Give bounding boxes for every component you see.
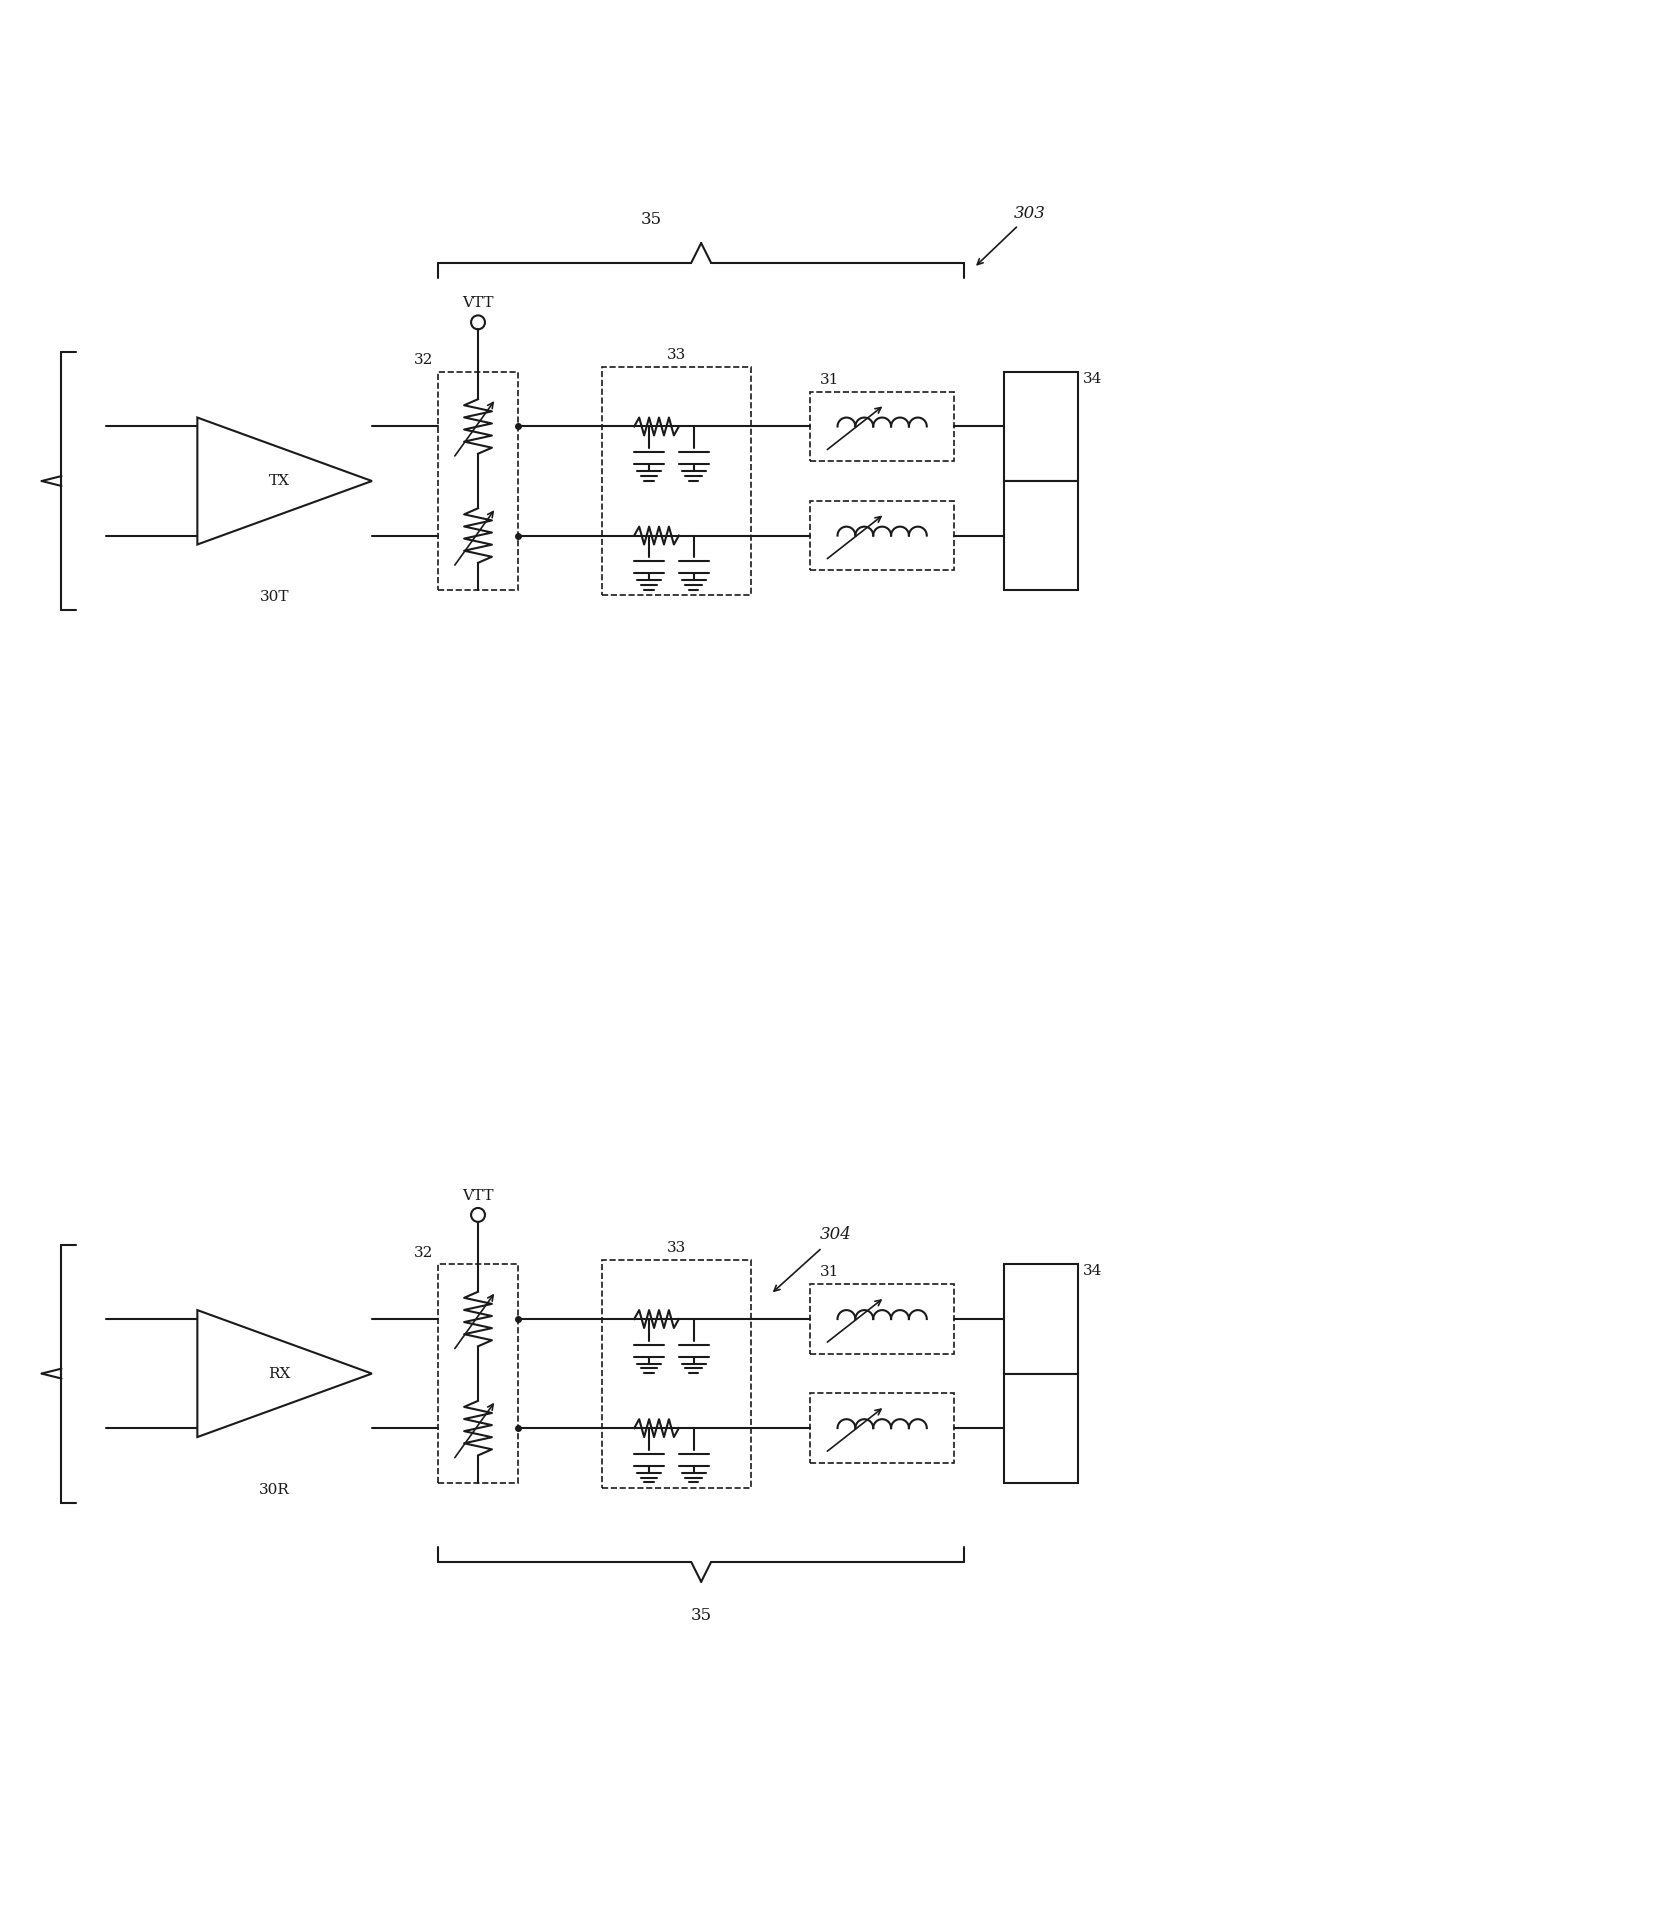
Bar — [601, 1260, 751, 1488]
Text: 35: 35 — [690, 1607, 712, 1624]
Bar — [1003, 372, 1079, 482]
Bar — [438, 372, 517, 590]
Bar — [1003, 482, 1079, 590]
Text: 33: 33 — [667, 1241, 685, 1254]
Text: 34: 34 — [1084, 1264, 1102, 1278]
Text: VTT: VTT — [462, 1189, 494, 1202]
Bar — [810, 501, 954, 570]
Text: RX: RX — [269, 1366, 291, 1380]
Bar — [810, 391, 954, 461]
Bar — [1003, 1264, 1079, 1374]
Bar — [810, 1283, 954, 1355]
Text: 303: 303 — [1013, 204, 1045, 222]
Bar — [1003, 1374, 1079, 1482]
Text: 304: 304 — [820, 1226, 852, 1243]
Text: 33: 33 — [667, 349, 685, 362]
Text: 32: 32 — [413, 1245, 433, 1260]
Text: 34: 34 — [1084, 372, 1102, 385]
Text: 31: 31 — [820, 372, 840, 387]
Bar — [601, 366, 751, 595]
Text: TX: TX — [269, 474, 291, 488]
Text: 30R: 30R — [259, 1482, 291, 1497]
Bar — [438, 1264, 517, 1482]
Bar — [810, 1393, 954, 1463]
Text: 31: 31 — [820, 1266, 840, 1280]
Text: 35: 35 — [642, 212, 662, 227]
Text: 30T: 30T — [260, 590, 289, 603]
Text: VTT: VTT — [462, 297, 494, 310]
Text: 32: 32 — [413, 353, 433, 366]
